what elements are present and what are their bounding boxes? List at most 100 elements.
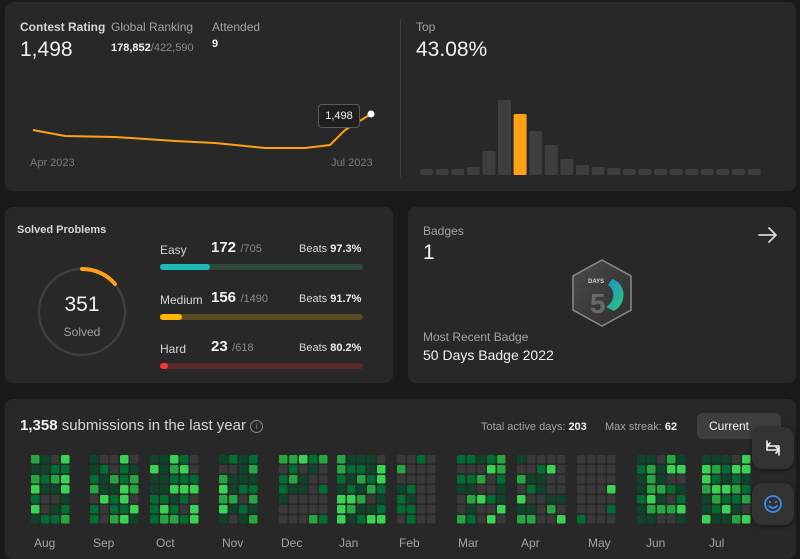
heatmap-day-cell[interactable]	[377, 455, 386, 464]
heatmap-day-cell[interactable]	[732, 505, 741, 514]
heatmap-day-cell[interactable]	[427, 505, 436, 514]
heatmap-day-cell[interactable]	[41, 475, 50, 484]
heatmap-day-cell[interactable]	[712, 485, 721, 494]
heatmap-day-cell[interactable]	[397, 465, 406, 474]
heatmap-day-cell[interactable]	[190, 495, 199, 504]
heatmap-day-cell[interactable]	[180, 515, 189, 524]
heatmap-day-cell[interactable]	[407, 455, 416, 464]
heatmap-day-cell[interactable]	[702, 465, 711, 474]
heatmap-day-cell[interactable]	[219, 465, 228, 474]
heatmap-day-cell[interactable]	[477, 465, 486, 474]
heatmap-day-cell[interactable]	[130, 495, 139, 504]
heatmap-day-cell[interactable]	[537, 475, 546, 484]
heatmap-day-cell[interactable]	[702, 515, 711, 524]
heatmap-day-cell[interactable]	[289, 495, 298, 504]
heatmap-day-cell[interactable]	[557, 485, 566, 494]
heatmap-day-cell[interactable]	[527, 475, 536, 484]
heatmap-day-cell[interactable]	[547, 495, 556, 504]
heatmap-day-cell[interactable]	[537, 465, 546, 474]
heatmap-day-cell[interactable]	[31, 495, 40, 504]
heatmap-day-cell[interactable]	[677, 505, 686, 514]
heatmap-day-cell[interactable]	[607, 515, 616, 524]
heatmap-day-cell[interactable]	[497, 495, 506, 504]
heatmap-day-cell[interactable]	[279, 455, 288, 464]
heatmap-day-cell[interactable]	[239, 495, 248, 504]
heatmap-day-cell[interactable]	[249, 515, 258, 524]
heatmap-day-cell[interactable]	[397, 485, 406, 494]
heatmap-day-cell[interactable]	[732, 475, 741, 484]
heatmap-day-cell[interactable]	[557, 515, 566, 524]
heatmap-day-cell[interactable]	[407, 495, 416, 504]
heatmap-day-cell[interactable]	[607, 455, 616, 464]
heatmap-day-cell[interactable]	[467, 515, 476, 524]
heatmap-day-cell[interactable]	[407, 465, 416, 474]
heatmap-day-cell[interactable]	[587, 515, 596, 524]
heatmap-day-cell[interactable]	[239, 455, 248, 464]
heatmap-day-cell[interactable]	[41, 485, 50, 494]
50-days-badge-icon[interactable]: DAYS 5	[568, 257, 636, 329]
heatmap-day-cell[interactable]	[667, 515, 676, 524]
heatmap-day-cell[interactable]	[249, 495, 258, 504]
heatmap-day-cell[interactable]	[517, 495, 526, 504]
heatmap-day-cell[interactable]	[31, 505, 40, 514]
heatmap-day-cell[interactable]	[51, 455, 60, 464]
heatmap-day-cell[interactable]	[427, 485, 436, 494]
solved-ring[interactable]	[35, 265, 129, 359]
heatmap-day-cell[interactable]	[367, 465, 376, 474]
heatmap-day-cell[interactable]	[289, 475, 298, 484]
heatmap-day-cell[interactable]	[100, 485, 109, 494]
heatmap-day-cell[interactable]	[289, 455, 298, 464]
heatmap-day-cell[interactable]	[397, 505, 406, 514]
heatmap-day-cell[interactable]	[299, 505, 308, 514]
heatmap-day-cell[interactable]	[457, 465, 466, 474]
heatmap-day-cell[interactable]	[160, 485, 169, 494]
heatmap-day-cell[interactable]	[347, 455, 356, 464]
heatmap-day-cell[interactable]	[41, 465, 50, 474]
arrow-right-icon[interactable]	[756, 223, 780, 247]
heatmap-day-cell[interactable]	[577, 505, 586, 514]
heatmap-day-cell[interactable]	[190, 485, 199, 494]
heatmap-day-cell[interactable]	[517, 455, 526, 464]
heatmap-day-cell[interactable]	[347, 495, 356, 504]
heatmap-day-cell[interactable]	[41, 515, 50, 524]
feedback-button[interactable]	[752, 483, 794, 525]
heatmap-day-cell[interactable]	[637, 515, 646, 524]
heatmap-day-cell[interactable]	[397, 475, 406, 484]
heatmap-day-cell[interactable]	[160, 515, 169, 524]
heatmap-day-cell[interactable]	[497, 485, 506, 494]
heatmap-day-cell[interactable]	[732, 515, 741, 524]
heatmap-day-cell[interactable]	[597, 485, 606, 494]
heatmap-day-cell[interactable]	[467, 465, 476, 474]
heatmap-day-cell[interactable]	[160, 505, 169, 514]
heatmap-day-cell[interactable]	[319, 495, 328, 504]
heatmap-day-cell[interactable]	[190, 515, 199, 524]
heatmap-day-cell[interactable]	[90, 485, 99, 494]
heatmap-day-cell[interactable]	[130, 485, 139, 494]
heatmap-day-cell[interactable]	[61, 485, 70, 494]
heatmap-day-cell[interactable]	[239, 465, 248, 474]
heatmap-day-cell[interactable]	[377, 515, 386, 524]
heatmap-day-cell[interactable]	[249, 505, 258, 514]
heatmap-day-cell[interactable]	[319, 465, 328, 474]
heatmap-day-cell[interactable]	[90, 515, 99, 524]
heatmap-day-cell[interactable]	[110, 485, 119, 494]
heatmap-day-cell[interactable]	[180, 465, 189, 474]
heatmap-day-cell[interactable]	[722, 455, 731, 464]
heatmap-day-cell[interactable]	[337, 475, 346, 484]
heatmap-day-cell[interactable]	[547, 455, 556, 464]
heatmap-day-cell[interactable]	[219, 495, 228, 504]
heatmap-day-cell[interactable]	[467, 455, 476, 464]
heatmap-day-cell[interactable]	[279, 485, 288, 494]
heatmap-day-cell[interactable]	[732, 495, 741, 504]
heatmap-day-cell[interactable]	[477, 475, 486, 484]
heatmap-day-cell[interactable]	[607, 495, 616, 504]
heatmap-day-cell[interactable]	[239, 515, 248, 524]
heatmap-day-cell[interactable]	[587, 485, 596, 494]
heatmap-day-cell[interactable]	[289, 465, 298, 474]
heatmap-day-cell[interactable]	[51, 515, 60, 524]
heatmap-day-cell[interactable]	[742, 465, 751, 474]
heatmap-day-cell[interactable]	[61, 495, 70, 504]
heatmap-day-cell[interactable]	[219, 475, 228, 484]
heatmap-day-cell[interactable]	[41, 495, 50, 504]
heatmap-day-cell[interactable]	[150, 485, 159, 494]
